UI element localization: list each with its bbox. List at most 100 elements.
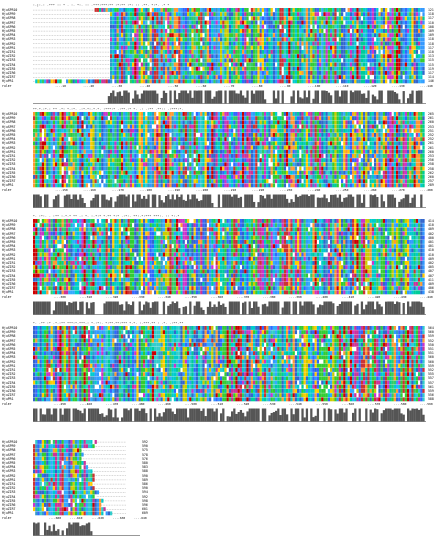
residue-cell xyxy=(275,24,278,29)
residue-cell xyxy=(327,20,331,25)
residue-cell xyxy=(257,8,260,12)
residue-cell xyxy=(79,133,82,137)
residue-cell xyxy=(114,75,117,80)
residue-cell xyxy=(380,8,383,12)
residue-cell xyxy=(83,158,86,163)
residue-cell xyxy=(41,141,45,146)
residue-cell xyxy=(389,12,392,17)
residue-cell xyxy=(143,116,146,121)
residue-cell xyxy=(371,16,375,21)
residue-cell xyxy=(61,145,64,150)
residue-cell xyxy=(101,158,104,163)
residue-cell xyxy=(341,75,344,80)
conservation-bar xyxy=(200,90,203,104)
residue-cell xyxy=(242,158,245,163)
residue-count: 121 xyxy=(428,8,434,12)
residue-cell xyxy=(114,137,117,142)
residue-cell xyxy=(376,162,379,167)
residue-cell xyxy=(187,137,190,142)
residue-cell xyxy=(418,45,421,50)
residue-cell xyxy=(327,158,331,163)
residue-cell xyxy=(369,79,372,84)
residue-cell xyxy=(154,50,157,54)
residue-cell xyxy=(242,75,245,80)
residue-cell xyxy=(382,29,386,33)
residue-cell xyxy=(158,79,161,84)
residue-cell xyxy=(169,58,172,63)
residue-cell xyxy=(244,162,247,167)
residue-cell xyxy=(396,12,399,17)
residue-cell xyxy=(402,16,405,21)
residue-cell xyxy=(182,116,185,121)
residue-cell xyxy=(68,116,71,121)
residue-cell xyxy=(127,16,130,21)
residue-cell xyxy=(160,124,163,129)
residue-cell xyxy=(288,128,291,133)
residue-cell xyxy=(305,29,309,33)
residue-cell xyxy=(206,75,210,80)
residue-cell xyxy=(343,128,346,133)
residue-cell xyxy=(220,141,223,146)
residue-cell xyxy=(402,54,405,59)
residue-cell xyxy=(288,141,291,146)
residue-cell xyxy=(209,37,212,42)
residue-cell xyxy=(398,120,401,125)
residue-cell xyxy=(253,124,256,129)
residue-cell xyxy=(279,33,282,38)
residue-cell xyxy=(35,120,38,125)
residue-cell xyxy=(160,33,163,38)
residue-cell xyxy=(224,154,227,158)
residue-cell xyxy=(61,133,64,137)
residue-cell xyxy=(193,75,196,80)
residue-cell xyxy=(235,128,238,133)
residue-cell xyxy=(393,66,397,71)
residue-cell xyxy=(162,54,166,59)
residue-cell xyxy=(303,12,306,17)
residue-cell xyxy=(415,112,419,116)
residue-cell xyxy=(74,79,78,84)
residue-cell xyxy=(110,75,113,80)
residue-cell xyxy=(149,79,152,84)
residue-cell xyxy=(316,45,320,50)
residue-cell xyxy=(167,158,170,163)
residue-cell xyxy=(222,116,225,121)
residue-cell xyxy=(70,149,73,154)
residue-cell xyxy=(303,137,306,142)
residue-cell xyxy=(176,8,179,12)
conservation-bar xyxy=(365,97,368,104)
residue-cell xyxy=(398,37,401,42)
residue-count: 110 xyxy=(428,50,434,54)
residue-cell xyxy=(224,137,227,142)
residue-cell xyxy=(246,79,249,84)
residue-cell xyxy=(369,145,372,150)
residue-cell xyxy=(173,124,177,129)
residue-cell xyxy=(176,124,179,129)
residue-cell xyxy=(83,79,86,84)
residue-cell xyxy=(129,16,133,21)
residue-cell xyxy=(367,75,370,80)
residue-cell xyxy=(286,124,289,129)
residue-cell xyxy=(235,33,238,38)
residue-cell xyxy=(341,33,344,38)
residue-cell xyxy=(217,29,221,33)
residue-cell xyxy=(187,75,190,80)
residue-cell xyxy=(176,33,179,38)
residue-cell xyxy=(134,66,137,71)
residue-cell xyxy=(143,145,146,150)
residue-cell xyxy=(235,50,238,54)
conservation-bar xyxy=(178,92,181,104)
residue-cell xyxy=(305,154,309,158)
residue-cell xyxy=(288,154,291,158)
residue-cell xyxy=(360,149,364,154)
residue-cell xyxy=(325,133,328,137)
residue-cell xyxy=(382,79,386,84)
residue-cell xyxy=(272,154,276,158)
residue-cell xyxy=(55,128,58,133)
residue-cell xyxy=(270,37,273,42)
residue-cell xyxy=(237,33,240,38)
residue-cell xyxy=(41,112,45,116)
residue-cell xyxy=(288,112,291,116)
residue-cell xyxy=(198,66,201,71)
residue-cell xyxy=(149,24,152,29)
residue-cell xyxy=(352,79,355,84)
